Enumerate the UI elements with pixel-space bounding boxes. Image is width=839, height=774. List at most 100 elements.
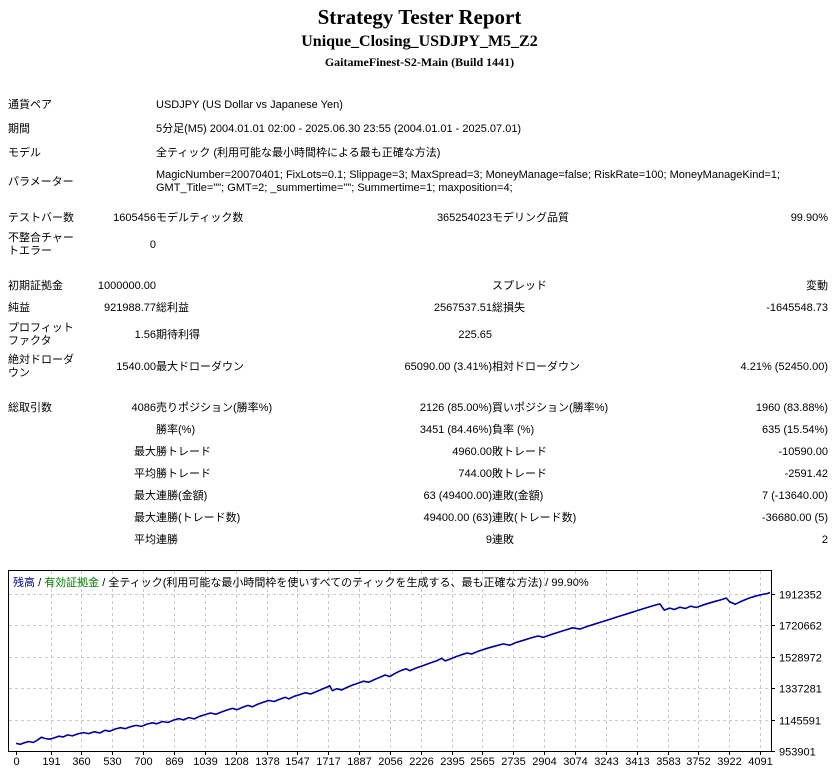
model-label: 全ティック(利用可能な最小時間枠を使いすべてのティックを生成する、最も正確な方法… (108, 577, 543, 589)
axis-tick-label: 2395 (440, 756, 464, 768)
balance-line (15, 591, 771, 746)
axis-tick-label: 2904 (532, 756, 556, 768)
axis-tick-label: 530 (103, 756, 121, 768)
row-value: -10590.00 (778, 445, 828, 458)
equity-label: 有効証拠金 (44, 577, 100, 589)
row-value: 225.65 (458, 328, 492, 341)
row-label: 買いポジション(勝率%) (492, 401, 609, 414)
row-label: 総取引数 (8, 401, 52, 414)
row-label: 絶対ドローダウン (8, 354, 74, 379)
row-value (660, 319, 828, 351)
axis-tick-label: 3413 (625, 756, 649, 768)
axis-tick-label: 1717 (316, 756, 340, 768)
build-info: GaitameFinest-S2-Main (Build 1441) (324, 55, 515, 69)
row-label: スプレッド (492, 279, 547, 292)
row-empty (76, 117, 156, 141)
axis-tick-label: 1337281 (779, 684, 822, 696)
axis-tick-label: 1208 (224, 756, 248, 768)
spacer-row (8, 199, 828, 207)
report-row: 最大 勝トレード 4960.00 敗トレード -10590.00 (8, 441, 828, 463)
row-value: 3451 (84.46%) (419, 423, 492, 436)
balance-label: 残高 (13, 577, 35, 589)
row-value: 全ティック (利用可能な最小時間枠による最も正確な方法) (156, 146, 441, 159)
row-value: 1.56 (134, 328, 156, 341)
row-label: パラメーター (8, 175, 74, 188)
row-value: 635 (15.54%) (761, 423, 828, 436)
row-value: 9 (485, 533, 492, 546)
row-label: モデリング品質 (492, 211, 569, 224)
axis-tick-label: 1145591 (779, 716, 821, 728)
row-value: -36680.00 (5) (761, 511, 828, 524)
row-label: 勝トレード (156, 467, 211, 480)
report-row: 期間 5分足(M5) 2004.01.01 02:00 - 2025.06.30 … (8, 117, 828, 141)
chart-canvas: 953901 1145591 1337281 1528972 1720662 191235… (8, 570, 822, 768)
row-value: 変動 (806, 279, 828, 292)
row-value: 63 (49400.00) (423, 489, 493, 502)
legend-separator: / (102, 577, 109, 589)
axis-tick-label: 2226 (409, 756, 433, 768)
report-row: 不整合チャートエラー 0 (8, 229, 828, 261)
report-row: 絶対ドローダウン 1540.00 最大ドローダウン 65090.00 (3.41%) 相… (8, 351, 828, 383)
axis-tick-label: 191 (42, 756, 60, 768)
row-label (8, 441, 76, 463)
spacer-cell (8, 383, 828, 397)
row-label: 連勝 (156, 533, 178, 546)
row-value: 4086 (131, 401, 156, 414)
axis-tick-label: 360 (72, 756, 90, 768)
row-value: 最大 (134, 445, 156, 458)
report-row: 最大 連勝(トレード数) 49400.00 (63) 連敗(トレード数) -36680.… (8, 507, 828, 529)
axis-tick-label: 1547 (285, 756, 309, 768)
row-label: 売りポジション(勝率%) (156, 401, 273, 414)
spacer-row (8, 261, 828, 275)
row-value: 1605456 (113, 211, 156, 224)
spacer-row (8, 383, 828, 397)
row-label: 総利益 (156, 301, 189, 314)
row-label: 総損失 (492, 301, 525, 314)
row-value: 744.00 (458, 467, 492, 480)
spacer-cell (8, 199, 828, 207)
row-value: 4.21% (52450.00) (740, 360, 828, 373)
report-row: 最大 連勝(金額) 63 (49400.00) 連敗(金額) 7 (-13640.00) (8, 485, 828, 507)
row-label: 初期証拠金 (8, 279, 63, 292)
row-value: 7 (-13640.00) (761, 489, 828, 502)
report-row: テストバー数 1605456 モデルティック数 365254023 モデリング品質 99.… (8, 207, 828, 229)
quality-label: 99.90% (551, 577, 589, 589)
row-label (8, 529, 76, 551)
row-label: 勝率(%) (156, 423, 196, 436)
row-label (8, 463, 76, 485)
row-value: 921988.77 (104, 301, 156, 314)
report-row: 初期証拠金 1000000.00 スプレッド 変動 (8, 275, 828, 297)
row-label: 連敗 (492, 533, 514, 546)
row-value (324, 275, 492, 297)
axis-tick-label: 4091 (748, 756, 772, 768)
row-value: USDJPY (US Dollar vs Japanese Yen) (156, 98, 343, 111)
axis-tick-label: 3243 (594, 756, 618, 768)
row-label: 不整合チャートエラー (8, 232, 74, 257)
row-value: -2591.42 (784, 467, 828, 480)
legend-separator: / (545, 577, 552, 589)
axis-tick-label: 953901 (779, 747, 816, 759)
row-value: 2126 (85.00%) (419, 401, 492, 414)
row-value: 最大 (134, 489, 156, 502)
row-value (76, 419, 156, 441)
row-label (156, 275, 324, 297)
row-value: 4960.00 (452, 445, 492, 458)
chart-legend: 残高 / 有効証拠金 / 全ティック(利用可能な最小時間枠を使いすべてのティック… (13, 574, 589, 590)
row-label: 負率 (%) (492, 423, 535, 436)
row-empty (76, 165, 156, 199)
row-label: テストバー数 (8, 211, 74, 224)
row-label: 敗トレード (492, 445, 547, 458)
row-value: 1960 (83.88%) (755, 401, 828, 414)
axis-tick-label: 1887 (347, 756, 371, 768)
row-label: 連勝(金額) (156, 489, 208, 502)
row-label: 期待利得 (156, 328, 200, 341)
report-row: 通貨ペア USDJPY (US Dollar vs Japanese Yen) (8, 93, 828, 117)
report-row: 平均 勝トレード 744.00 敗トレード -2591.42 (8, 463, 828, 485)
row-label: 純益 (8, 301, 30, 314)
equity-chart: 953901 1145591 1337281 1528972 1720662 191235… (0, 570, 839, 774)
row-label: 最大ドローダウン (156, 360, 244, 373)
report-subtitle: Unique_Closing_USDJPY_M5_Z2 (301, 33, 538, 50)
axis-tick-label: 1720662 (779, 621, 822, 633)
axis-tick-label: 0 (13, 756, 19, 768)
row-label: 相対ドローダウン (492, 360, 580, 373)
